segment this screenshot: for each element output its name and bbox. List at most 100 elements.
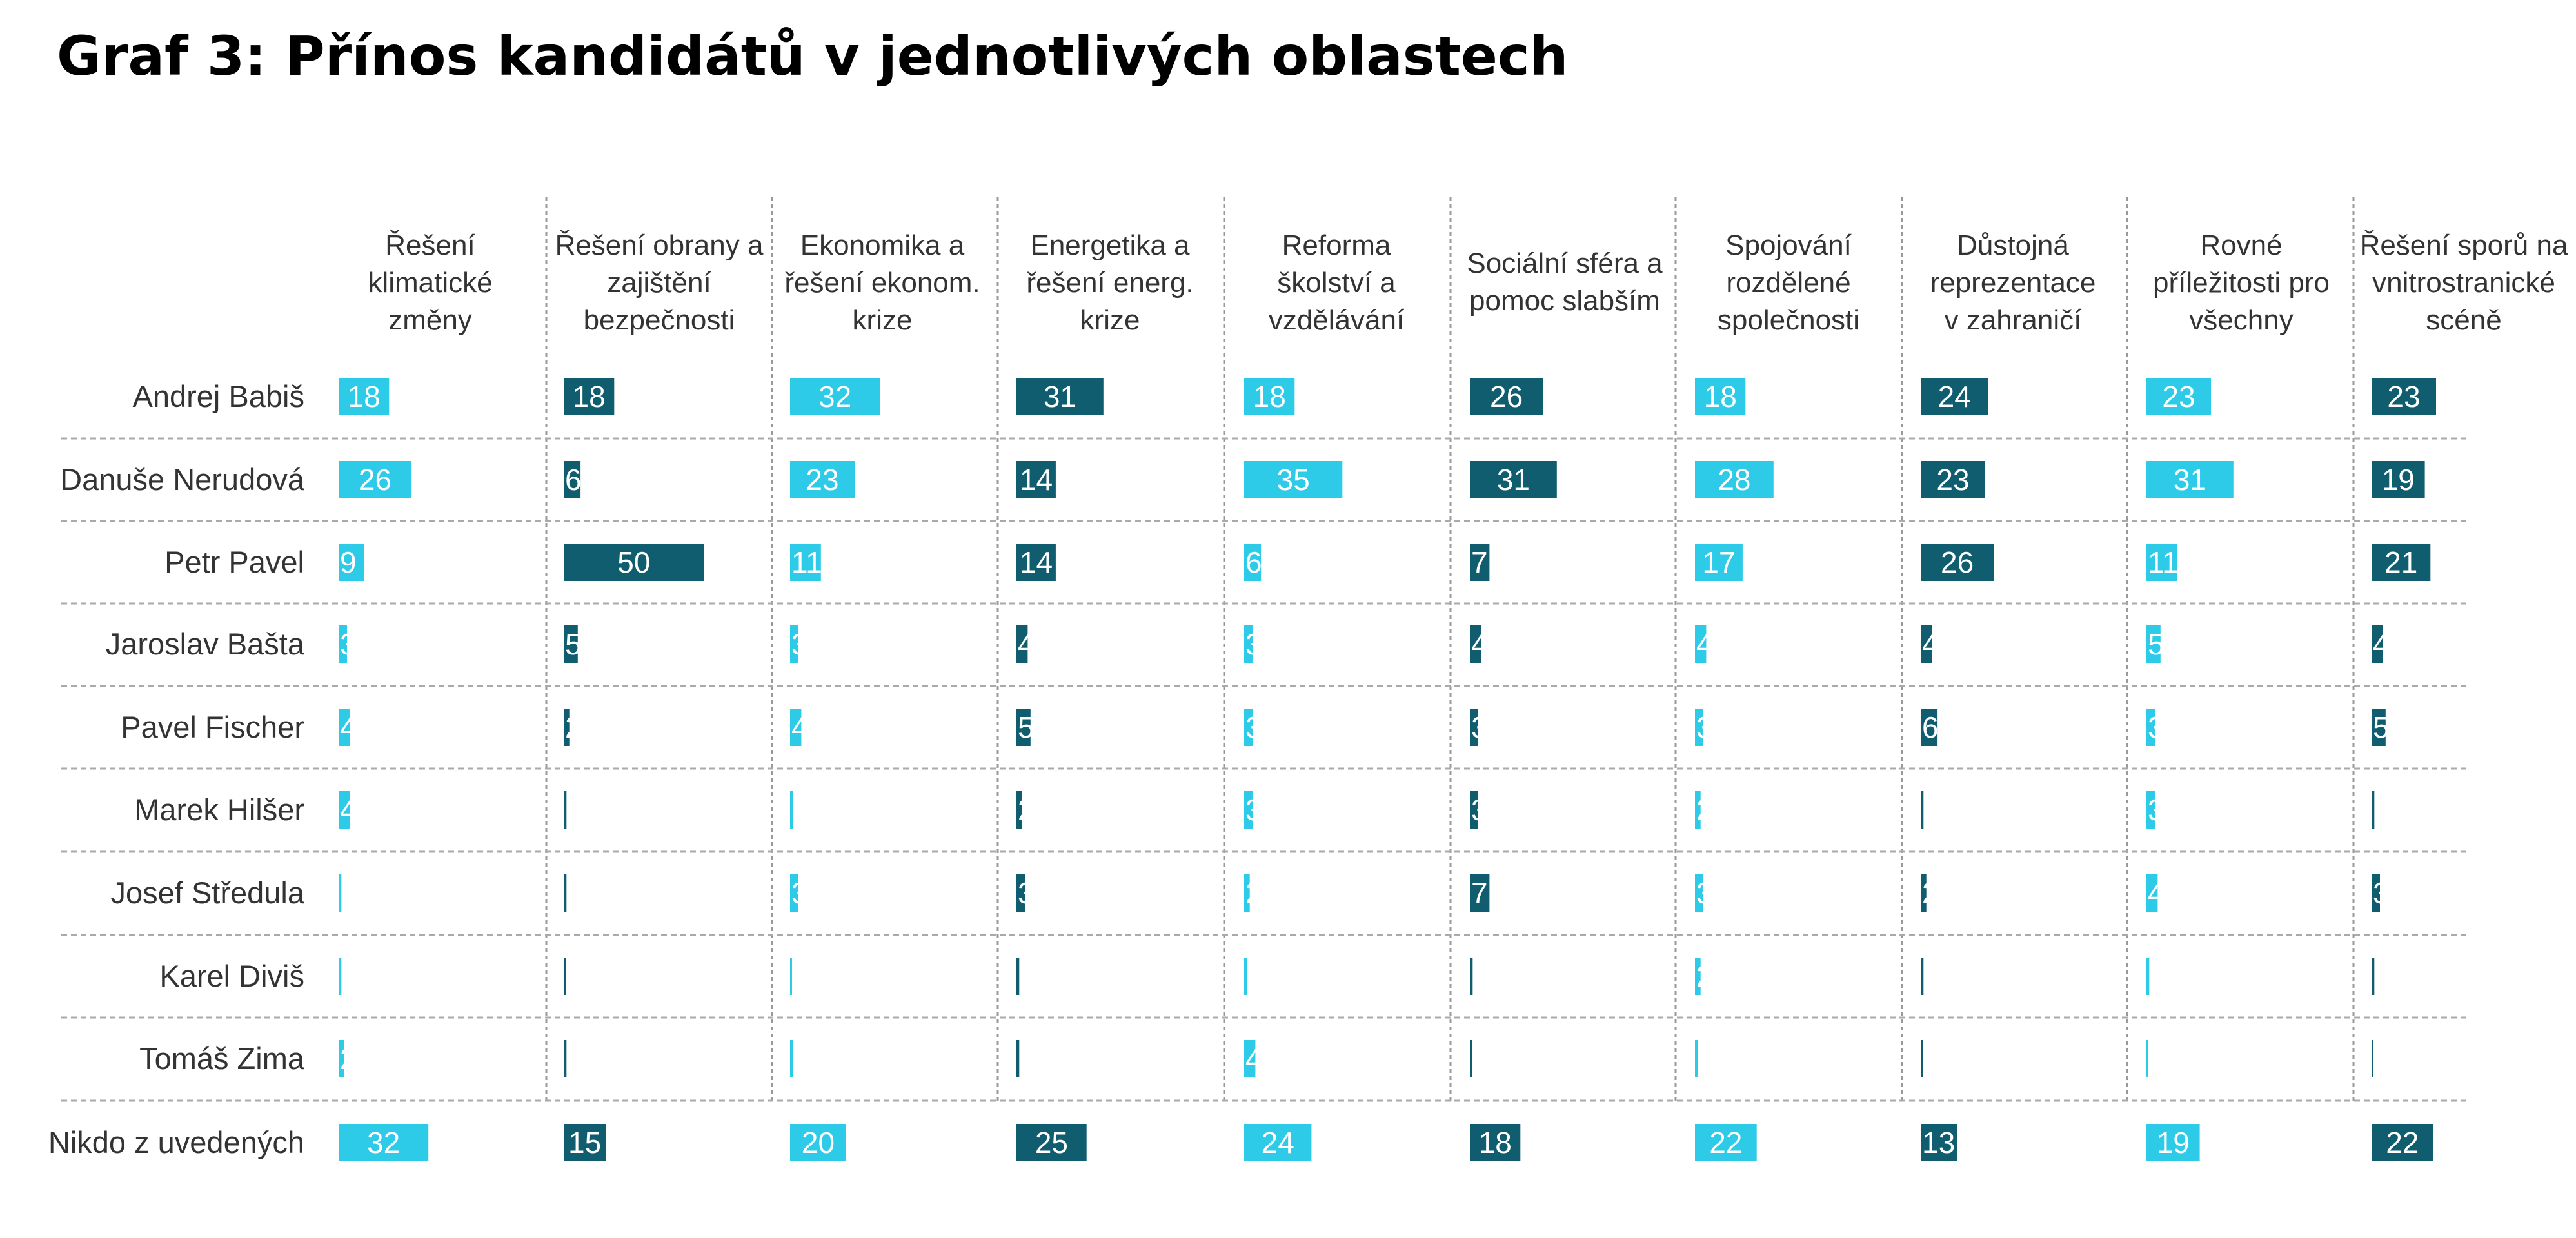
chart-title: Graf 3: Přínos kandidátů v jednotlivých … xyxy=(57,25,1569,88)
value-label-josef-stredula-5: 2 xyxy=(1245,876,1262,910)
bar-karel-divis-1 xyxy=(339,958,342,995)
value-label-marek-hilser-8: 1 xyxy=(1922,793,1939,827)
bar-pavel-fischer-10 xyxy=(2372,709,2386,746)
bar-tomas-zima-3 xyxy=(790,1040,793,1077)
bar-pavel-fischer-5 xyxy=(1244,709,1253,746)
value-label-jaroslav-basta-6: 4 xyxy=(1471,627,1488,661)
value-label-petr-pavel-4: 14 xyxy=(1020,545,1053,579)
value-label-tomas-zima-3: 1 xyxy=(791,1042,808,1076)
bar-danuse-nerudova-9 xyxy=(2146,461,2234,498)
bars xyxy=(339,378,2436,1161)
column-header-line: školství a xyxy=(1277,267,1396,299)
row-label-andrej-babis: Andrej Babiš xyxy=(133,379,305,413)
column-header-line: rozdělené xyxy=(1726,267,1850,299)
bar-petr-pavel-1 xyxy=(339,544,364,581)
value-label-nikdo-z-uvedenych-9: 19 xyxy=(2157,1126,2190,1159)
bar-karel-divis-5 xyxy=(1244,958,1247,995)
bar-danuse-nerudova-7 xyxy=(1695,461,1774,498)
value-label-marek-hilser-1: 4 xyxy=(340,793,357,827)
row-label-jaroslav-basta: Jaroslav Bašta xyxy=(106,627,305,661)
bar-tomas-zima-6 xyxy=(1470,1040,1472,1077)
bar-josef-stredula-4 xyxy=(1016,874,1025,912)
column-header-line: Řešení xyxy=(385,230,475,261)
bar-josef-stredula-8 xyxy=(1921,874,1927,912)
bar-andrej-babis-4 xyxy=(1016,378,1104,415)
value-label-tomas-zima-2: 1 xyxy=(565,1042,582,1076)
bar-josef-stredula-7 xyxy=(1695,874,1703,912)
value-label-nikdo-z-uvedenych-8: 13 xyxy=(1922,1126,1955,1159)
value-label-pavel-fischer-6: 3 xyxy=(1471,711,1488,744)
bar-pavel-fischer-1 xyxy=(339,709,350,746)
value-label-marek-hilser-4: 2 xyxy=(1018,793,1035,827)
bar-petr-pavel-10 xyxy=(2372,544,2431,581)
bar-marek-hilser-10 xyxy=(2372,791,2375,829)
value-label-pavel-fischer-2: 2 xyxy=(565,711,582,744)
bar-tomas-zima-10 xyxy=(2372,1040,2373,1077)
bar-andrej-babis-6 xyxy=(1470,378,1543,415)
column-header-line: Spojování xyxy=(1725,230,1852,261)
bar-jaroslav-basta-2 xyxy=(564,625,578,663)
bar-josef-stredula-9 xyxy=(2146,874,2158,912)
value-label-jaroslav-basta-2: 5 xyxy=(565,627,582,661)
value-label-danuse-nerudova-5: 35 xyxy=(1277,463,1310,496)
value-label-pavel-fischer-9: 3 xyxy=(2148,711,2165,744)
bar-marek-hilser-8 xyxy=(1921,791,1924,829)
bar-jaroslav-basta-5 xyxy=(1244,625,1253,663)
value-label-josef-stredula-3: 3 xyxy=(791,876,808,910)
column-header-reforma-skolstvi-a-vzdelavani: Reforma školství a vzdělávání xyxy=(1269,230,1405,336)
value-label-marek-hilser-5: 3 xyxy=(1245,793,1262,827)
bar-petr-pavel-9 xyxy=(2146,544,2177,581)
bar-pavel-fischer-3 xyxy=(790,709,802,746)
value-label-marek-hilser-10: 1 xyxy=(2373,793,2390,827)
row-label-karel-divis: Karel Diviš xyxy=(159,959,304,993)
bar-nikdo-z-uvedenych-10 xyxy=(2372,1124,2433,1161)
bar-pavel-fischer-2 xyxy=(564,709,570,746)
bar-petr-pavel-6 xyxy=(1470,544,1490,581)
value-label-petr-pavel-6: 7 xyxy=(1471,545,1488,579)
column-header-line: zajištění xyxy=(607,267,711,299)
bar-danuse-nerudova-4 xyxy=(1016,461,1056,498)
value-label-josef-stredula-2: 1 xyxy=(565,876,582,910)
column-header-socialni-sfera-a-pomoc-slabsim: Sociální sféra a pomoc slabším xyxy=(1467,248,1663,317)
value-label-marek-hilser-9: 3 xyxy=(2148,793,2165,827)
value-label-josef-stredula-10: 3 xyxy=(2373,876,2390,910)
value-label-pavel-fischer-7: 3 xyxy=(1696,711,1713,744)
value-label-pavel-fischer-3: 4 xyxy=(791,711,808,744)
column-header-line: klimatické xyxy=(368,267,492,299)
bar-danuse-nerudova-8 xyxy=(1921,461,1985,498)
bar-marek-hilser-3 xyxy=(790,791,793,829)
value-label-pavel-fischer-4: 5 xyxy=(1018,711,1035,744)
value-label-nikdo-z-uvedenych-4: 25 xyxy=(1035,1126,1068,1159)
column-header-line: Energetika a xyxy=(1030,230,1190,261)
bar-jaroslav-basta-7 xyxy=(1695,625,1707,663)
bar-josef-stredula-2 xyxy=(564,874,567,912)
value-label-tomas-zima-4: 1 xyxy=(1018,1042,1035,1076)
value-label-pavel-fischer-1: 4 xyxy=(340,711,357,744)
bar-petr-pavel-5 xyxy=(1244,544,1262,581)
bar-andrej-babis-3 xyxy=(790,378,880,415)
value-label-petr-pavel-3: 11 xyxy=(791,545,822,579)
column-header-reseni-sporu-na-vnitrostranicke-scene: Řešení sporů na vnitrostranické scéně xyxy=(2360,230,2568,336)
value-label-karel-divis-1: 1 xyxy=(340,959,357,993)
column-header-line: pomoc slabším xyxy=(1469,285,1660,317)
value-label-andrej-babis-10: 23 xyxy=(2387,380,2420,413)
value-label-jaroslav-basta-1: 3 xyxy=(340,627,357,661)
column-header-line: změny xyxy=(388,304,472,336)
bar-nikdo-z-uvedenych-6 xyxy=(1470,1124,1521,1161)
bar-karel-divis-3 xyxy=(790,958,792,995)
bar-jaroslav-basta-8 xyxy=(1921,625,1932,663)
value-label-josef-stredula-4: 3 xyxy=(1018,876,1035,910)
column-dividers xyxy=(545,197,2355,1103)
column-header-line: společnosti xyxy=(1718,304,1859,336)
row-labels: Andrej Babiš Danuše Nerudová Petr Pavel Jar… xyxy=(48,379,305,1159)
bar-marek-hilser-6 xyxy=(1470,791,1478,829)
bar-nikdo-z-uvedenych-4 xyxy=(1016,1124,1087,1161)
value-label-petr-pavel-7: 17 xyxy=(1702,545,1735,579)
value-label-tomas-zima-1: 2 xyxy=(340,1042,357,1076)
bar-tomas-zima-7 xyxy=(1695,1040,1698,1077)
value-label-petr-pavel-10: 21 xyxy=(2384,545,2417,579)
bar-marek-hilser-7 xyxy=(1695,791,1701,829)
value-label-andrej-babis-3: 32 xyxy=(818,380,851,413)
column-header-line: všechny xyxy=(2189,304,2293,336)
bar-nikdo-z-uvedenych-7 xyxy=(1695,1124,1757,1161)
